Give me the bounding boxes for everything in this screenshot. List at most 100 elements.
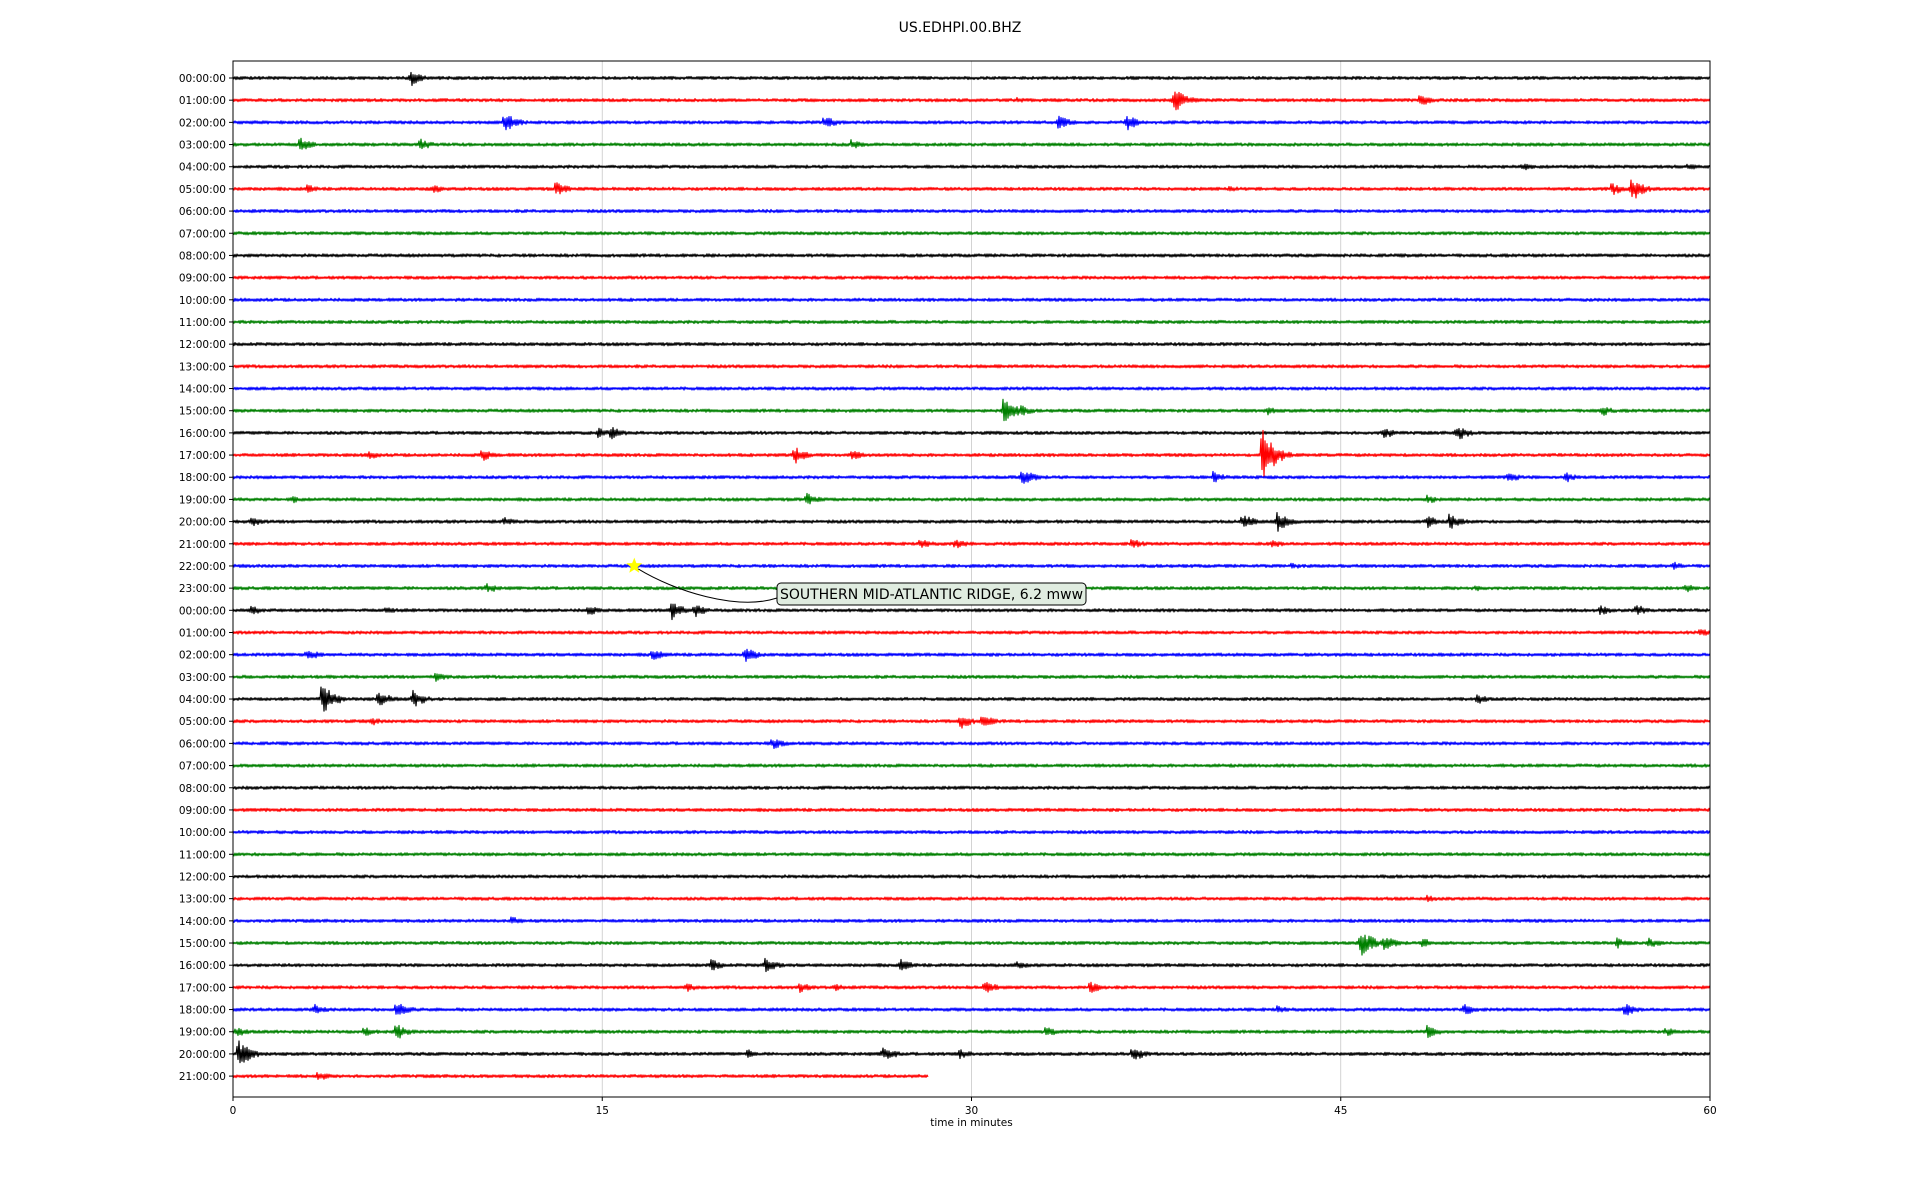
annotation-connector — [637, 568, 778, 603]
trace-row-13 — [232, 364, 1711, 369]
hour-label: 23:00:00 — [179, 583, 226, 595]
hour-labels: 00:00:00 01:00:00 02:00:00 03:00:00 04:00:00… — [179, 73, 233, 1083]
trace-row-6 — [232, 208, 1711, 214]
trace-row-36 — [232, 874, 1711, 879]
trace-row-22 — [232, 561, 1711, 570]
hour-label: 12:00:00 — [179, 871, 226, 883]
trace-row-25 — [232, 629, 1711, 636]
hour-label: 15:00:00 — [179, 938, 226, 950]
hour-label: 04:00:00 — [179, 694, 226, 706]
trace-row-21 — [232, 539, 1711, 549]
annotation-layer: SOUTHERN MID-ATLANTIC RIDGE, 6.2 mww — [626, 557, 1087, 606]
hour-label: 10:00:00 — [179, 295, 226, 307]
hour-label: 08:00:00 — [179, 250, 226, 262]
trace-row-27 — [232, 672, 1711, 682]
hour-label: 00:00:00 — [179, 605, 226, 617]
x-tick-label: 0 — [230, 1105, 237, 1117]
trace-row-28 — [232, 686, 1711, 712]
hour-label: 02:00:00 — [179, 650, 226, 662]
hour-label: 03:00:00 — [179, 140, 226, 152]
trace-row-24 — [232, 603, 1711, 621]
trace-row-16 — [232, 426, 1711, 440]
hour-label: 17:00:00 — [179, 982, 226, 994]
trace-layer — [232, 71, 1711, 1080]
hour-label: 07:00:00 — [179, 761, 226, 773]
hour-label: 05:00:00 — [179, 716, 226, 728]
hour-label: 09:00:00 — [179, 273, 226, 285]
trace-row-29 — [232, 716, 1711, 729]
x-axis-label: time in minutes — [930, 1117, 1012, 1129]
hour-label: 20:00:00 — [179, 1049, 226, 1061]
trace-row-37 — [232, 894, 1711, 903]
annotation-box — [776, 582, 1087, 606]
trace-row-30 — [232, 739, 1711, 749]
hour-label: 12:00:00 — [179, 339, 226, 351]
trace-row-40 — [232, 957, 1711, 973]
x-tick-label: 15 — [596, 1105, 609, 1117]
hour-label: 19:00:00 — [179, 494, 226, 506]
trace-row-43 — [232, 1024, 1711, 1039]
hour-label: 19:00:00 — [179, 1027, 226, 1039]
hour-label: 06:00:00 — [179, 738, 226, 750]
trace-row-39 — [232, 934, 1711, 956]
trace-row-10 — [232, 297, 1711, 302]
trace-row-0 — [232, 71, 1711, 87]
hour-label: 03:00:00 — [179, 672, 226, 684]
hour-label: 16:00:00 — [179, 960, 226, 972]
hour-label: 17:00:00 — [179, 450, 226, 462]
hour-label: 15:00:00 — [179, 406, 226, 418]
hour-label: 06:00:00 — [179, 206, 226, 218]
annotation-text: SOUTHERN MID-ATLANTIC RIDGE, 6.2 mww — [780, 587, 1083, 603]
trace-row-31 — [232, 763, 1711, 768]
hour-label: 22:00:00 — [179, 561, 226, 573]
trace-row-20 — [232, 511, 1711, 532]
trace-row-15 — [232, 398, 1711, 422]
trace-row-2 — [232, 115, 1711, 131]
hour-label: 04:00:00 — [179, 162, 226, 174]
hour-label: 20:00:00 — [179, 517, 226, 529]
trace-row-33 — [232, 807, 1711, 813]
hour-label: 07:00:00 — [179, 228, 226, 240]
trace-row-35 — [232, 852, 1711, 857]
hour-label: 11:00:00 — [179, 849, 226, 861]
trace-row-26 — [232, 648, 1711, 662]
trace-row-8 — [232, 253, 1711, 258]
hour-label: 21:00:00 — [179, 539, 226, 551]
hour-label: 08:00:00 — [179, 783, 226, 795]
hour-label: 11:00:00 — [179, 317, 226, 329]
hour-label: 05:00:00 — [179, 184, 226, 196]
hour-label: 09:00:00 — [179, 805, 226, 817]
hour-label: 01:00:00 — [179, 628, 226, 640]
trace-row-32 — [232, 785, 1711, 790]
trace-row-9 — [232, 275, 1711, 280]
trace-row-1 — [232, 91, 1711, 111]
trace-row-19 — [232, 492, 1711, 505]
trace-row-41 — [232, 981, 1711, 994]
trace-row-7 — [232, 231, 1711, 236]
trace-row-4 — [232, 163, 1711, 171]
trace-row-18 — [232, 470, 1711, 484]
hour-label: 14:00:00 — [179, 916, 226, 928]
hour-label: 10:00:00 — [179, 827, 226, 839]
trace-row-44 — [232, 1040, 1711, 1064]
trace-row-12 — [232, 341, 1711, 347]
hour-label: 13:00:00 — [179, 361, 226, 373]
event-star-marker — [626, 557, 643, 573]
trace-row-3 — [232, 137, 1711, 150]
trace-row-14 — [232, 386, 1711, 391]
x-axis: 0 15 30 45 60 — [230, 1097, 1717, 1117]
trace-row-45 — [232, 1071, 929, 1080]
trace-row-5 — [232, 179, 1711, 199]
hour-label: 13:00:00 — [179, 894, 226, 906]
hour-label: 01:00:00 — [179, 95, 226, 107]
hour-label: 00:00:00 — [179, 73, 226, 85]
x-tick-label: 45 — [1334, 1105, 1347, 1117]
trace-row-38 — [232, 916, 1711, 924]
chart-title: US.EDHPI.00.BHZ — [898, 20, 1022, 36]
x-tick-label: 60 — [1703, 1105, 1716, 1117]
hour-label: 18:00:00 — [179, 472, 226, 484]
x-tick-label: 30 — [965, 1105, 978, 1117]
hour-label: 16:00:00 — [179, 428, 226, 440]
hour-label: 21:00:00 — [179, 1071, 226, 1083]
